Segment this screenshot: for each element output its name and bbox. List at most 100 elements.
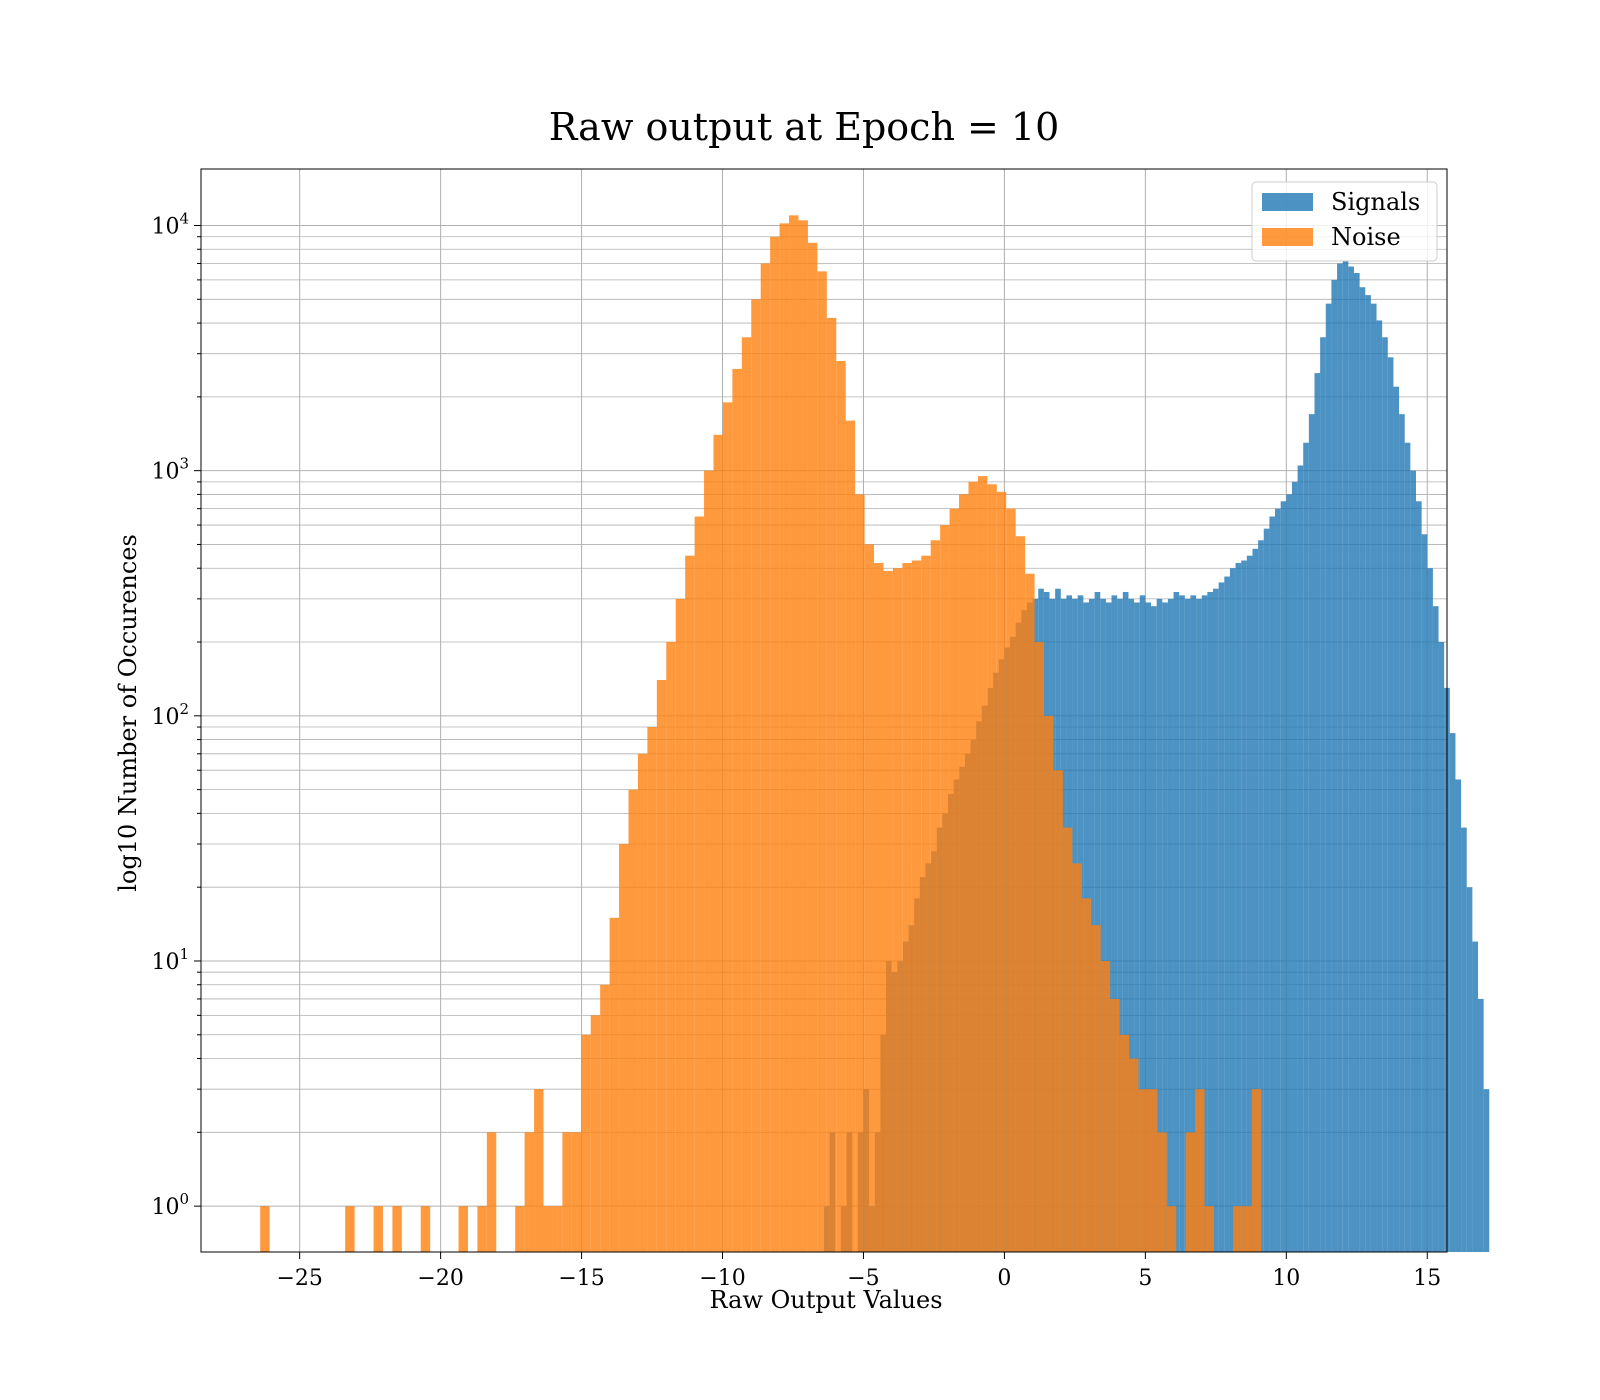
- bar-signals: [1258, 540, 1264, 1252]
- x-tick-label: −5: [847, 1266, 879, 1291]
- bar-signals: [1184, 598, 1191, 1252]
- bar-signals: [1105, 602, 1112, 1252]
- x-tick-label: 5: [1138, 1266, 1152, 1291]
- bar-signals: [1427, 568, 1433, 1252]
- bar-signals: [1370, 303, 1377, 1252]
- bar-noise: [685, 555, 695, 1252]
- bar-noise: [1072, 863, 1082, 1252]
- bar-noise: [751, 299, 761, 1252]
- bar-signals: [1162, 602, 1168, 1252]
- x-tick-label: 15: [1413, 1266, 1441, 1291]
- bar-noise: [1081, 898, 1092, 1252]
- bar-signals: [1466, 887, 1473, 1252]
- bar-noise: [1251, 1089, 1262, 1252]
- legend-swatch-noise: [1262, 228, 1313, 246]
- bar-noise: [949, 508, 960, 1252]
- bar-signals: [1387, 357, 1394, 1253]
- bar-noise: [760, 263, 771, 1252]
- bar-signals: [1286, 494, 1292, 1252]
- bar-signals: [1365, 295, 1371, 1253]
- bar-signals: [1100, 598, 1106, 1252]
- bar-noise: [1138, 1089, 1148, 1252]
- bar-noise: [600, 984, 610, 1252]
- bar-signals: [1207, 591, 1214, 1252]
- bar-noise: [656, 679, 667, 1252]
- bar-signals: [1376, 320, 1383, 1252]
- bar-noise: [534, 1089, 544, 1252]
- legend-label-signals: Signals: [1331, 188, 1420, 216]
- bar-signals: [1111, 595, 1118, 1252]
- bar-noise: [704, 470, 714, 1252]
- bar-signals: [1190, 595, 1197, 1252]
- bar-noise: [987, 484, 997, 1252]
- bar-noise: [477, 1206, 487, 1252]
- bar-signals: [1438, 642, 1445, 1252]
- bar-signals: [1122, 591, 1129, 1252]
- bar-signals: [1139, 595, 1146, 1252]
- bar-noise: [1044, 715, 1054, 1252]
- bar-noise: [675, 598, 686, 1252]
- bar-noise: [996, 491, 1007, 1252]
- bar-noise: [373, 1206, 383, 1252]
- bar-noise: [826, 317, 837, 1252]
- bar-signals: [1314, 373, 1321, 1253]
- bar-noise: [836, 361, 846, 1252]
- y-tick-label: 104: [151, 209, 189, 239]
- bar-signals: [1167, 598, 1174, 1252]
- bar-signals: [1348, 266, 1354, 1252]
- bar-signals: [1094, 591, 1101, 1252]
- bar-signals: [1218, 582, 1225, 1252]
- bar-signals: [1432, 606, 1439, 1252]
- bar-noise: [694, 516, 705, 1252]
- bar-noise: [609, 917, 620, 1252]
- bar-signals: [1291, 481, 1298, 1252]
- bar-signals: [1134, 602, 1140, 1252]
- bar-signals: [1421, 534, 1428, 1252]
- bar-noise: [940, 525, 950, 1252]
- bar-signals: [1151, 606, 1157, 1252]
- bar-signals: [1382, 337, 1388, 1252]
- bar-noise: [892, 568, 903, 1252]
- bar-noise: [392, 1206, 402, 1252]
- histogram-bars: [260, 215, 1490, 1253]
- x-tick-label: −25: [276, 1266, 322, 1291]
- bar-noise: [1091, 925, 1101, 1252]
- bar-noise: [1034, 642, 1045, 1252]
- bar-noise: [260, 1206, 270, 1252]
- bar-noise: [1204, 1206, 1215, 1252]
- bar-signals: [1246, 555, 1253, 1252]
- bar-noise: [420, 1206, 431, 1252]
- bar-noise: [486, 1132, 497, 1252]
- bar-noise: [789, 215, 799, 1253]
- axis-ticks: −25 −20 −15 −10 −5 0 5 10 15 100 101 102 103 104: [151, 209, 1441, 1291]
- bar-noise: [552, 1206, 563, 1252]
- bar-signals: [1331, 279, 1338, 1252]
- bar-noise: [874, 563, 884, 1252]
- bar-noise: [968, 481, 978, 1252]
- bar-noise: [779, 223, 790, 1252]
- bar-signals: [1263, 528, 1270, 1252]
- bar-noise: [845, 420, 856, 1252]
- bar-signals: [1241, 560, 1247, 1252]
- bar-signals: [1461, 827, 1467, 1252]
- bar-signals: [1269, 516, 1276, 1252]
- bar-signals: [1213, 588, 1219, 1252]
- bar-noise: [1100, 960, 1111, 1252]
- bar-noise: [581, 1034, 591, 1252]
- bar-noise: [515, 1206, 525, 1252]
- bar-noise: [855, 494, 865, 1252]
- bar-noise: [817, 271, 827, 1252]
- x-tick-label: −20: [417, 1266, 463, 1291]
- bar-noise: [1242, 1206, 1252, 1252]
- legend: Signals Noise: [1251, 181, 1438, 262]
- bar-noise: [590, 1015, 601, 1252]
- bar-signals: [1173, 591, 1180, 1252]
- bar-signals: [1359, 287, 1366, 1253]
- bar-signals: [1455, 779, 1462, 1252]
- bar-noise: [637, 753, 648, 1252]
- series-noise: [260, 215, 1262, 1253]
- bar-noise: [1110, 998, 1120, 1252]
- bar-noise: [666, 642, 676, 1252]
- bar-signals: [1303, 442, 1309, 1252]
- bar-signals: [1449, 733, 1456, 1252]
